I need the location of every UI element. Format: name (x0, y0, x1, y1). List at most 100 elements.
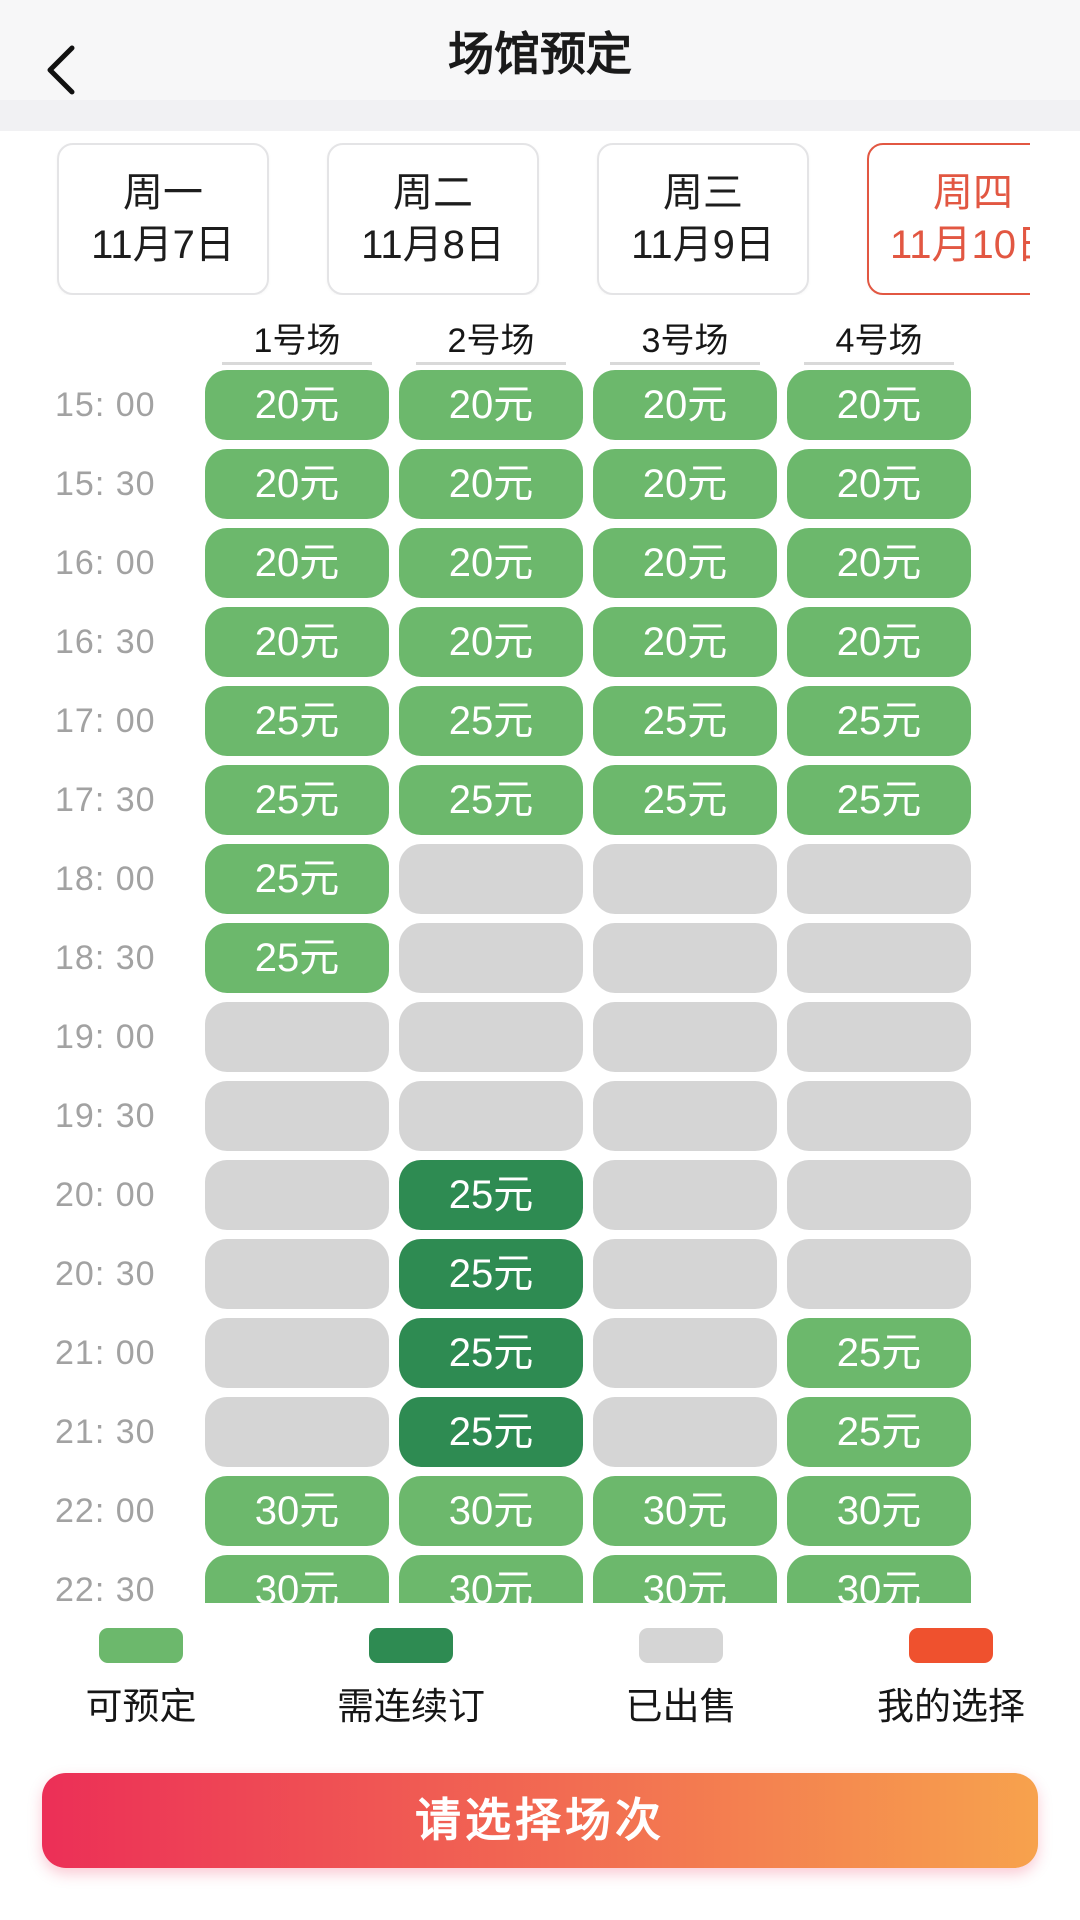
time-label: 17: 30 (55, 780, 156, 819)
legend-item: 已出售 (546, 1628, 816, 1730)
slot-cell-available[interactable]: 20元 (787, 449, 971, 519)
slot-cell-sold (593, 1002, 777, 1072)
legend-item: 可预定 (6, 1628, 276, 1730)
court-header-underline (610, 362, 760, 365)
slot-cell-sold (593, 1239, 777, 1309)
slot-cell-sold (399, 1002, 583, 1072)
slot-cell-sold (593, 923, 777, 993)
court-headers: 1号场 2号场 3号场 4号场 (55, 323, 1080, 365)
slot-cell-available[interactable]: 25元 (205, 923, 389, 993)
legend-color-chip (639, 1628, 723, 1663)
legend-label: 已出售 (625, 1686, 737, 1727)
slot-cell-available[interactable]: 25元 (399, 765, 583, 835)
table-row: 21: 00 25元 25元 (55, 1318, 1080, 1388)
slot-cell-available[interactable]: 20元 (593, 449, 777, 519)
slot-cell-available[interactable]: 20元 (399, 449, 583, 519)
date-tab-day: 周三 (663, 171, 743, 215)
slot-cell-available[interactable]: 25元 (787, 1397, 971, 1467)
slot-cell-consecutive[interactable]: 25元 (399, 1397, 583, 1467)
slot-cell-available[interactable]: 20元 (399, 528, 583, 598)
legend-label: 可预定 (85, 1686, 197, 1727)
date-tab-date: 11月10日 (889, 223, 1030, 267)
slot-cell-available[interactable]: 20元 (399, 370, 583, 440)
slot-cell-consecutive[interactable]: 25元 (399, 1239, 583, 1309)
court-header-underline (804, 362, 954, 365)
slot-cell-available[interactable]: 20元 (787, 370, 971, 440)
slot-cell-available[interactable]: 25元 (205, 844, 389, 914)
slot-cell-consecutive[interactable]: 25元 (399, 1160, 583, 1230)
table-row: 17: 30 25元 25元 25元 25元 (55, 765, 1080, 835)
slot-cell-available[interactable]: 25元 (787, 1318, 971, 1388)
slot-cell-available[interactable]: 20元 (205, 607, 389, 677)
slot-cell-available[interactable]: 20元 (399, 607, 583, 677)
table-row: 22: 30 30元 30元 30元 30元 (55, 1555, 1080, 1603)
slot-cell-sold (593, 1397, 777, 1467)
slot-cell-available[interactable]: 20元 (205, 370, 389, 440)
date-tab-date: 11月7日 (91, 223, 235, 267)
time-label: 15: 00 (55, 385, 156, 424)
slot-cell-available[interactable]: 30元 (593, 1555, 777, 1603)
app-bar: 场馆预定 (0, 0, 1080, 100)
back-button[interactable] (40, 42, 84, 98)
slot-cell-sold (205, 1160, 389, 1230)
slot-cell-available[interactable]: 20元 (593, 607, 777, 677)
date-tab-4[interactable]: 周四 11月10日 (867, 143, 1030, 295)
time-label: 18: 30 (55, 938, 156, 977)
slot-cell-available[interactable]: 30元 (205, 1476, 389, 1546)
slot-cell-available[interactable]: 25元 (205, 765, 389, 835)
slot-cell-available[interactable]: 25元 (205, 686, 389, 756)
slot-cell-sold (787, 1239, 971, 1309)
table-row: 19: 30 (55, 1081, 1080, 1151)
time-label: 18: 00 (55, 859, 156, 898)
page-title: 场馆预定 (448, 28, 632, 80)
time-label: 16: 30 (55, 622, 156, 661)
slot-cell-available[interactable]: 30元 (399, 1476, 583, 1546)
slot-cell-available[interactable]: 25元 (399, 686, 583, 756)
slot-cell-available[interactable]: 20元 (205, 449, 389, 519)
court-header: 4号场 (787, 323, 971, 365)
slot-cell-available[interactable]: 25元 (787, 765, 971, 835)
slot-cell-available[interactable]: 25元 (787, 686, 971, 756)
court-header-underline (222, 362, 372, 365)
date-tab-3[interactable]: 周三 11月9日 (597, 143, 809, 295)
date-tab-day: 周二 (393, 171, 473, 215)
legend-color-chip (369, 1628, 453, 1663)
select-session-button[interactable]: 请选择场次 (42, 1773, 1038, 1868)
date-tabs-viewport: 周一 11月7日 周二 11月8日 周三 11月9日 周四 11月10日 (0, 143, 1030, 295)
court-header-label: 3号场 (641, 323, 729, 360)
slot-cell-available[interactable]: 25元 (593, 686, 777, 756)
time-label: 22: 30 (55, 1570, 156, 1604)
slot-cell-sold (787, 1081, 971, 1151)
slot-cell-available[interactable]: 20元 (205, 528, 389, 598)
slot-cell-available[interactable]: 30元 (593, 1476, 777, 1546)
slot-cell-available[interactable]: 20元 (593, 370, 777, 440)
table-row: 18: 00 25元 (55, 844, 1080, 914)
slot-cell-consecutive[interactable]: 25元 (399, 1318, 583, 1388)
slot-cell-available[interactable]: 30元 (787, 1555, 971, 1603)
table-row: 22: 00 30元 30元 30元 30元 (55, 1476, 1080, 1546)
slot-cell-available[interactable]: 30元 (787, 1476, 971, 1546)
slot-rows: 15: 00 20元 20元 20元 20元 15: 30 20元 20元 20元 20元 … (55, 370, 1080, 1603)
date-tab-1[interactable]: 周一 11月7日 (57, 143, 269, 295)
date-tab-date: 11月9日 (631, 223, 775, 267)
slot-cell-available[interactable]: 25元 (593, 765, 777, 835)
court-header: 3号场 (593, 323, 777, 365)
court-header-label: 2号场 (447, 323, 535, 360)
slot-cell-sold (205, 1318, 389, 1388)
time-label: 22: 00 (55, 1491, 156, 1530)
slot-cell-available[interactable]: 20元 (593, 528, 777, 598)
slot-cell-available[interactable]: 20元 (787, 528, 971, 598)
slot-cell-sold (593, 844, 777, 914)
slot-cell-available[interactable]: 30元 (205, 1555, 389, 1603)
legend-color-chip (909, 1628, 993, 1663)
slot-cell-available[interactable]: 30元 (399, 1555, 583, 1603)
table-row: 20: 00 25元 (55, 1160, 1080, 1230)
slot-cell-available[interactable]: 20元 (787, 607, 971, 677)
time-label: 15: 30 (55, 464, 156, 503)
time-label: 17: 00 (55, 701, 156, 740)
slot-cell-sold (593, 1081, 777, 1151)
date-tab-2[interactable]: 周二 11月8日 (327, 143, 539, 295)
time-label: 19: 30 (55, 1096, 156, 1135)
slot-cell-sold (205, 1081, 389, 1151)
